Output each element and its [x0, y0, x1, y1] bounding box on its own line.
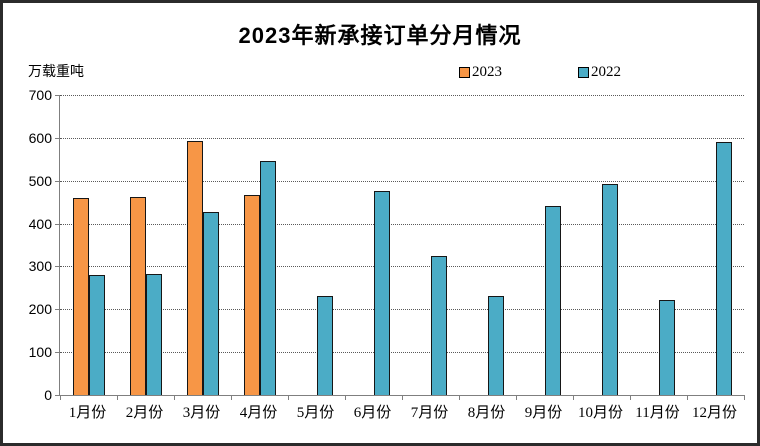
- bar-group-3月份: [174, 95, 231, 395]
- legend-swatch-2022-icon: [578, 67, 589, 78]
- legend-label-2023: 2023: [472, 64, 502, 80]
- bar-group-4月份: [231, 95, 288, 395]
- bar-2023-4月份: [243, 194, 260, 395]
- y-tick-label-700: 700: [28, 87, 52, 103]
- bar-2022-8月份: [487, 296, 504, 395]
- x-axis-tick-11: [687, 395, 688, 400]
- bar-2022-6月份: [373, 190, 390, 395]
- bar-group-5月份: [288, 95, 345, 395]
- gridline-400: [60, 223, 744, 225]
- chart-title: 2023年新承接订单分月情况: [238, 23, 522, 48]
- x-axis-label-3月份: 3月份: [182, 405, 221, 421]
- x-axis-label-5月份: 5月份: [296, 405, 335, 421]
- y-axis-tick-labels: 0 100 200 300 400 500 600 700: [3, 87, 52, 403]
- bar-2022-2月份: [145, 273, 162, 395]
- bar-2023-1月份: [72, 197, 89, 395]
- y-axis-tick-100: [55, 352, 60, 354]
- x-axis-tick-10: [630, 395, 631, 400]
- x-axis-tick-8: [516, 395, 517, 400]
- bar-2022-3月份: [202, 211, 219, 395]
- x-axis-tick-6: [402, 395, 403, 400]
- y-axis-tick-300: [55, 266, 60, 268]
- bar-2022-5月份: [316, 296, 333, 395]
- x-axis-label-4月份: 4月份: [239, 405, 278, 421]
- legend-item-2022: 2022: [578, 64, 621, 81]
- y-tick-label-200: 200: [28, 301, 52, 318]
- bar-group-1月份: [60, 95, 117, 395]
- x-axis-tick-12: [744, 395, 745, 400]
- bar-group-2月份: [117, 95, 174, 395]
- x-axis-tick-5: [345, 395, 346, 400]
- bar-group-9月份: [516, 95, 573, 395]
- x-axis-category-labels: 1月份 2月份 3月份 4月份 5月份 6月份 7月份 8月份 9月份 10月份 11月份 12月份: [59, 401, 743, 423]
- gridline-600: [60, 137, 744, 139]
- x-axis-label-1月份: 1月份: [68, 405, 107, 421]
- y-axis-tick-600: [55, 137, 60, 139]
- bar-2022-12月份: [715, 142, 732, 395]
- y-axis-tick-700: [55, 95, 60, 96]
- bar-group-8月份: [459, 95, 516, 395]
- bar-group-11月份: [630, 95, 687, 395]
- x-axis-tick-4: [288, 395, 289, 400]
- bar-group-10月份: [573, 95, 630, 395]
- legend-swatch-2023-icon: [459, 67, 470, 78]
- gridline-300: [60, 266, 744, 268]
- bar-group-6月份: [345, 95, 402, 395]
- y-tick-label-500: 500: [28, 172, 52, 189]
- x-axis-label-11月份: 11月份: [635, 405, 680, 421]
- x-axis-label-12月份: 12月份: [691, 405, 737, 421]
- bar-group-7月份: [402, 95, 459, 395]
- y-tick-label-300: 300: [28, 258, 52, 275]
- y-axis-tick-400: [55, 223, 60, 225]
- x-axis-label-8月份: 8月份: [467, 405, 506, 421]
- gridline-100: [60, 352, 744, 354]
- legend-item-2023: 2023: [459, 64, 502, 81]
- x-axis-label-9月份: 9月份: [524, 405, 563, 421]
- bar-2023-2月份: [129, 197, 146, 395]
- x-axis-label-7月份: 7月份: [410, 405, 449, 421]
- y-tick-label-400: 400: [28, 215, 52, 232]
- gridline-700: [60, 95, 744, 96]
- x-axis-tick-2: [174, 395, 175, 400]
- bar-2023-3月份: [186, 140, 203, 395]
- bar-group-12月份: [687, 95, 744, 395]
- x-axis-tick-1: [117, 395, 118, 400]
- gridline-500: [60, 180, 744, 182]
- y-tick-label-100: 100: [28, 344, 52, 361]
- x-axis-tick-0: [60, 395, 61, 400]
- bar-2022-10月份: [601, 184, 618, 395]
- x-axis-tick-7: [459, 395, 460, 400]
- x-axis-tick-9: [573, 395, 574, 400]
- y-axis-tick-500: [55, 180, 60, 182]
- y-axis-unit-label: 万载重吨: [28, 63, 84, 79]
- y-axis-tick-0: [55, 395, 60, 396]
- gridline-200: [60, 309, 744, 311]
- bar-2022-7月份: [430, 255, 447, 395]
- x-axis-label-2月份: 2月份: [125, 405, 164, 421]
- y-tick-label-600: 600: [28, 129, 52, 146]
- bar-2022-9月份: [544, 206, 561, 395]
- x-axis-tick-3: [231, 395, 232, 400]
- bar-2022-11月份: [658, 300, 675, 395]
- bar-2022-1月份: [88, 274, 105, 395]
- x-axis-label-10月份: 10月份: [577, 405, 623, 421]
- y-axis-tick-200: [55, 309, 60, 311]
- legend-label-2022: 2022: [591, 64, 621, 80]
- x-axis-label-6月份: 6月份: [353, 405, 392, 421]
- plot-area: [55, 95, 745, 400]
- bar-2022-4月份: [259, 160, 276, 395]
- y-tick-label-0: 0: [44, 387, 52, 403]
